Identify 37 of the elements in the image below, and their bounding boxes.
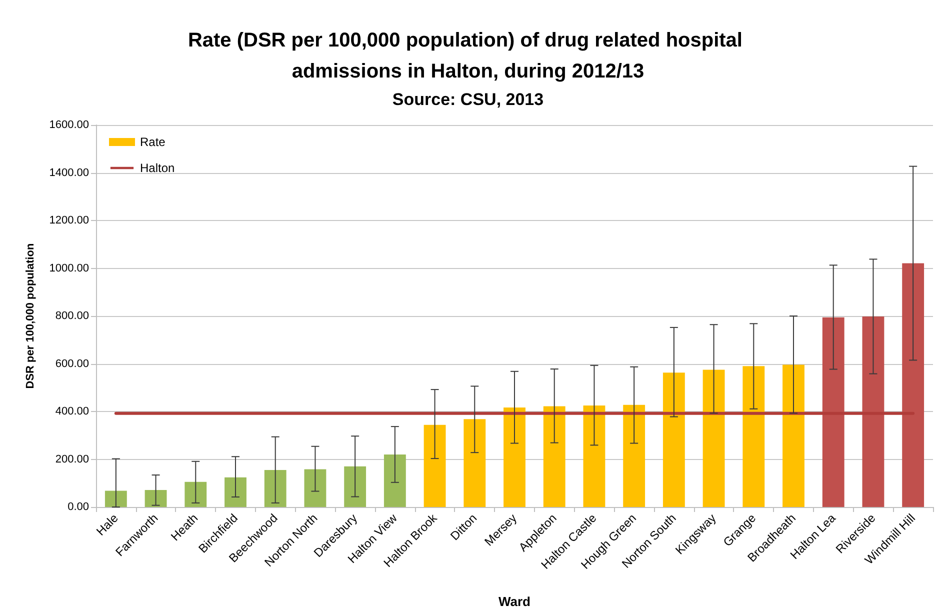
bar (702, 370, 725, 507)
bar (264, 470, 286, 507)
y-tick-label: 200.00 (55, 453, 89, 466)
bar (344, 466, 366, 507)
chart-title: Rate (DSR per 100,000 population) of drug related hospital admissions in Halton, during 2012/13 (188, 30, 748, 82)
bar (144, 490, 167, 507)
y-tick-label: 0.00 (68, 501, 89, 513)
bar (662, 372, 685, 507)
y-tick-label: 1600.00 (49, 119, 89, 131)
bar (862, 316, 884, 507)
y-tick-label: 1200.00 (49, 214, 89, 226)
y-tick-label: 400.00 (55, 406, 89, 418)
bar (623, 404, 646, 507)
bar (822, 317, 844, 507)
y-axis-title: DSR per 100,000 population (24, 242, 36, 389)
bar (742, 366, 765, 507)
source-note: Source: CSU, 2013 (392, 90, 544, 109)
y-tick-label: 600.00 (55, 358, 89, 370)
y-tick-label: 800.00 (55, 310, 89, 322)
y-tick-label: 1400.00 (49, 166, 89, 179)
bar (184, 482, 207, 507)
bar (464, 419, 486, 507)
bar (224, 477, 246, 507)
bar (104, 490, 127, 507)
bar (384, 454, 406, 507)
legend-label: Rate (140, 135, 166, 149)
bar (583, 406, 606, 507)
bar (902, 263, 924, 507)
bar (782, 364, 804, 507)
bar (543, 406, 566, 507)
legend-label: Halton (140, 161, 175, 175)
x-axis-title: Ward (498, 594, 531, 609)
bar (504, 407, 526, 507)
bar (424, 424, 446, 507)
bar (304, 469, 326, 507)
y-tick-label: 1000.00 (49, 262, 89, 274)
x-tick-label: Hale (94, 510, 122, 538)
